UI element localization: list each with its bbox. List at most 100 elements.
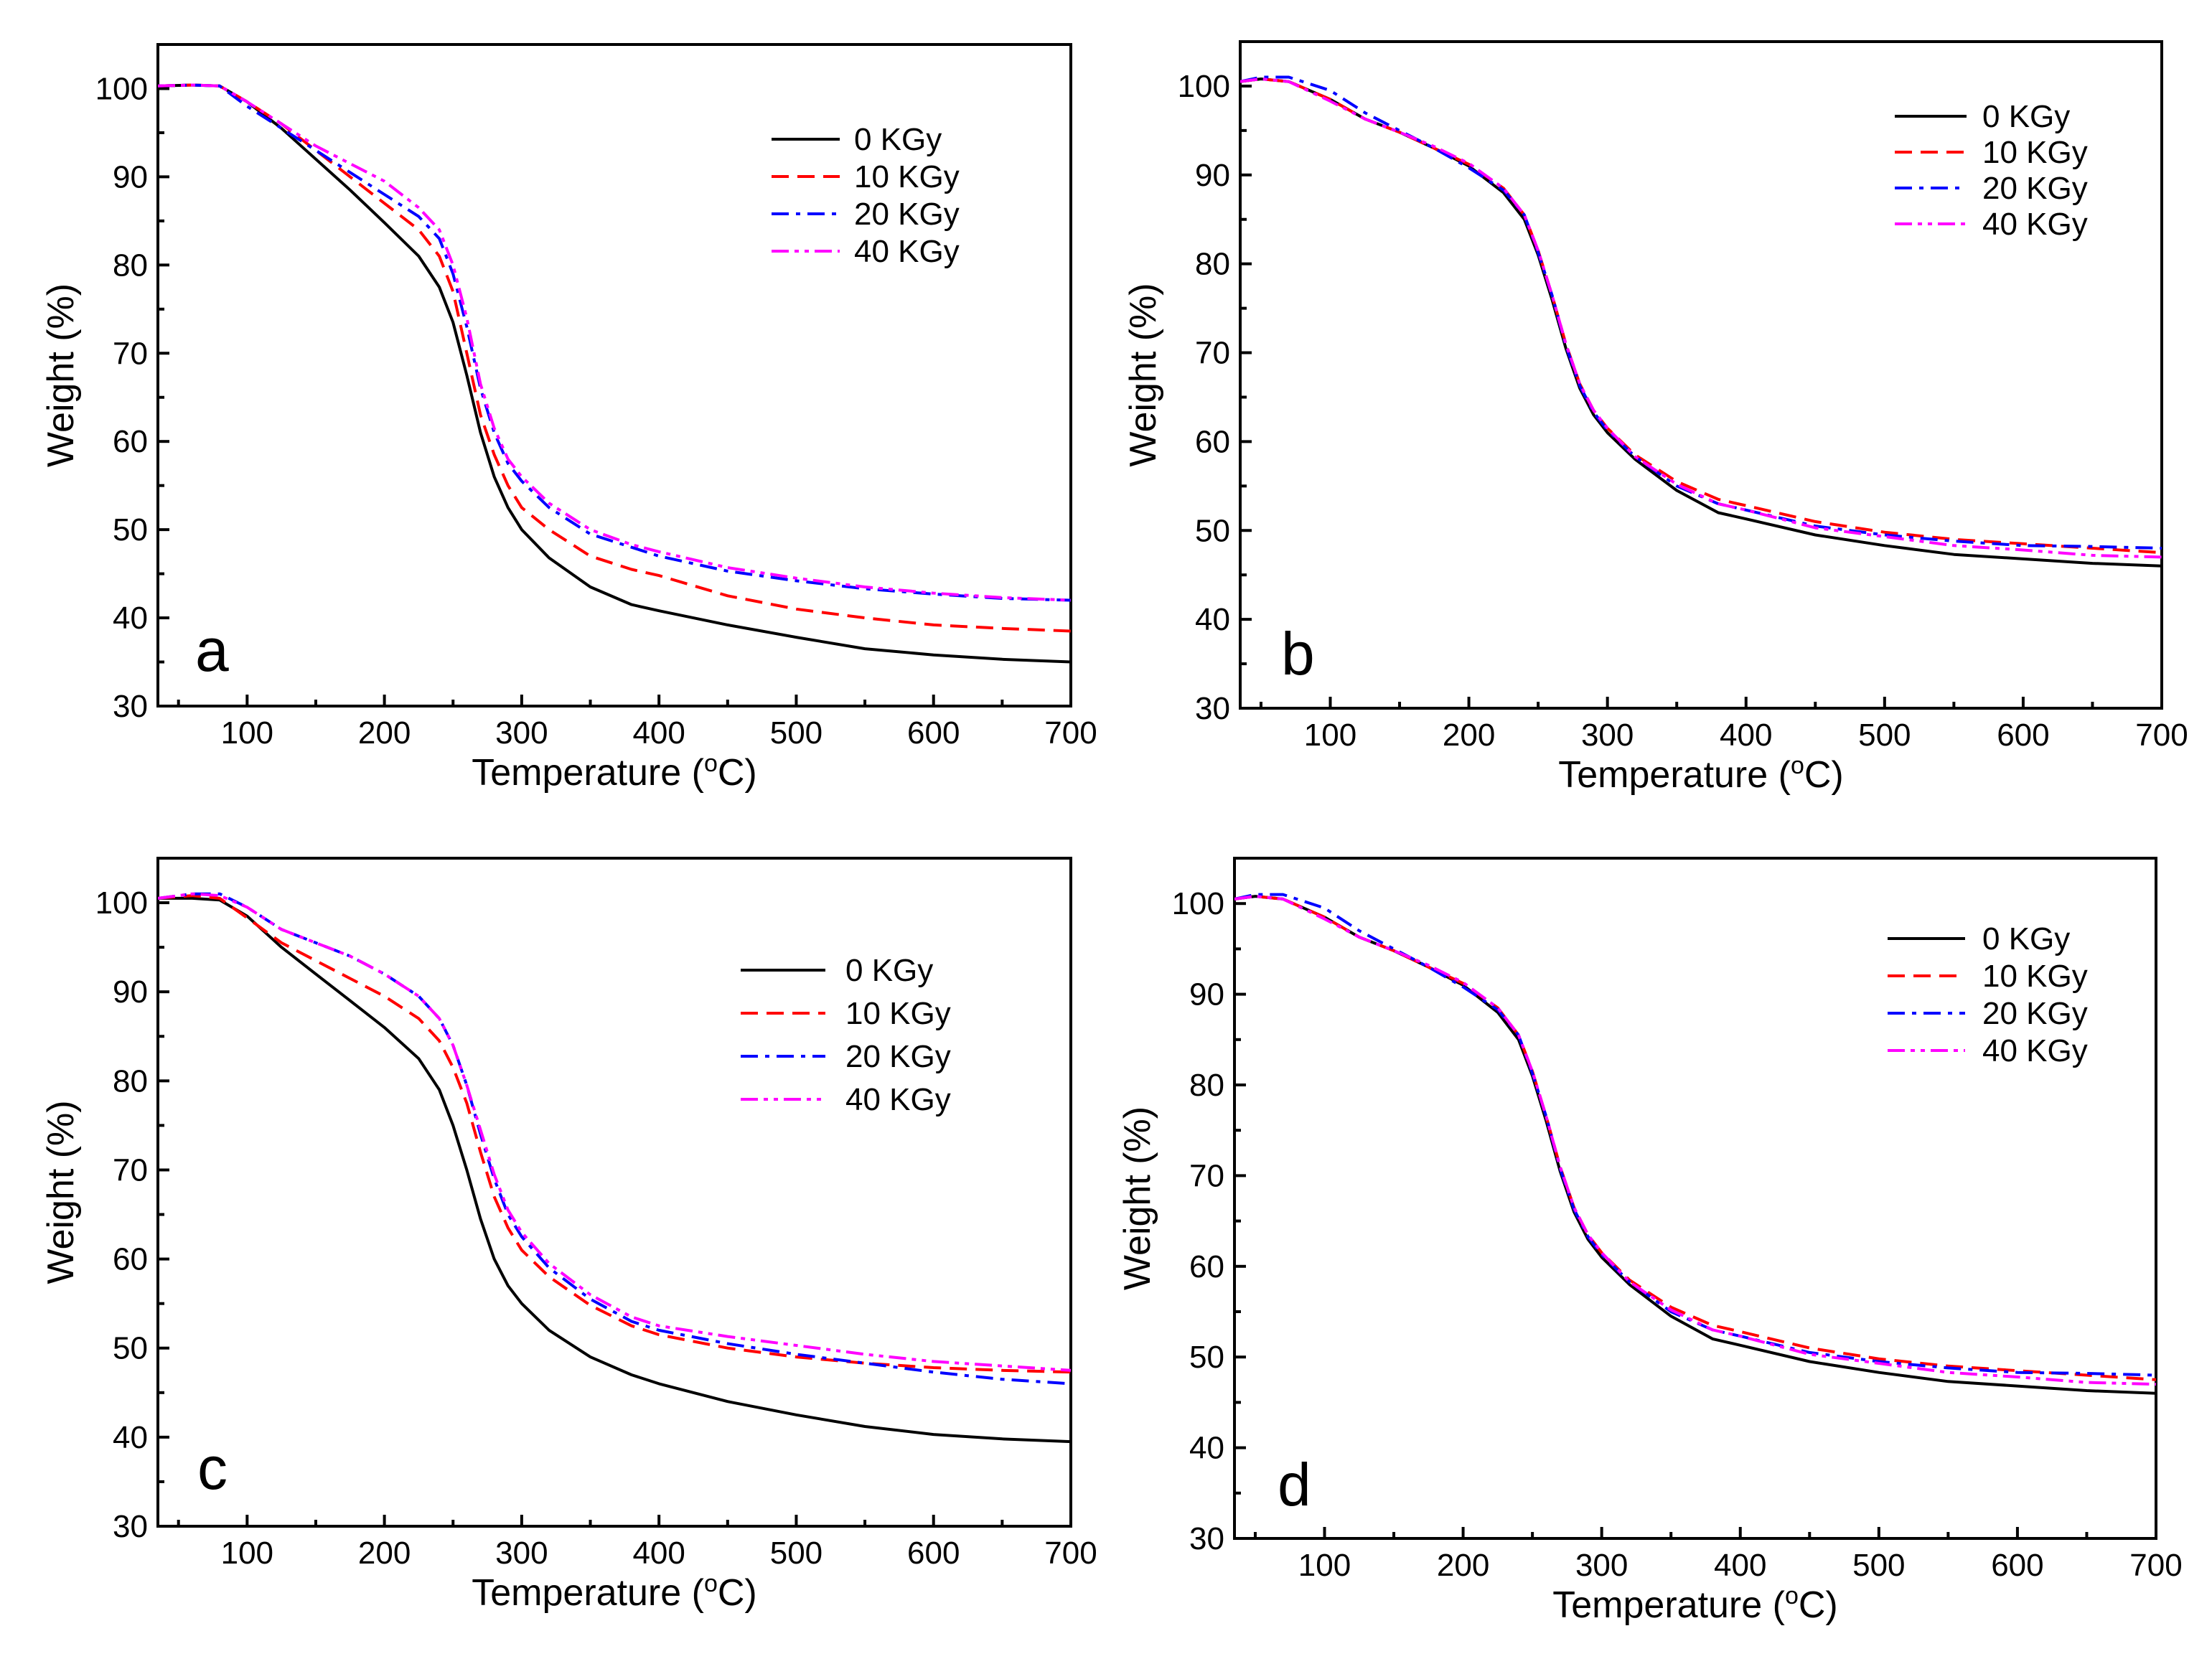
- legend-label: 20 KGy: [845, 1039, 951, 1074]
- x-tick-label: 400: [1714, 1548, 1766, 1583]
- x-tick-label: 100: [1298, 1548, 1351, 1583]
- plot-frame: [156, 43, 1072, 708]
- y-tick-label: 50: [1195, 513, 1230, 548]
- series-line-10-kgy: [158, 894, 1071, 1374]
- plot-frame: [1233, 857, 2157, 1540]
- x-tick-label: 100: [1304, 718, 1356, 753]
- y-tick-label: 30: [113, 1509, 148, 1544]
- y-tick-label: 80: [1189, 1068, 1224, 1103]
- x-axis-title: Temperature (oC): [472, 750, 756, 794]
- x-tick-label: 500: [1852, 1548, 1905, 1583]
- y-axis-title: Weight (%): [40, 1100, 82, 1284]
- y-tick-label: 80: [1195, 247, 1230, 282]
- x-tick-label: 700: [1044, 715, 1097, 751]
- y-tick-label: 40: [1195, 602, 1230, 637]
- x-tick-label: 300: [495, 1536, 548, 1571]
- y-tick-label: 50: [113, 1331, 148, 1366]
- series-line-40-kgy: [158, 892, 1071, 1372]
- legend-label: 20 KGy: [854, 197, 960, 232]
- legend-label: 40 KGy: [845, 1082, 951, 1117]
- y-tick-label: 70: [1195, 336, 1230, 371]
- legend-label: 20 KGy: [1982, 996, 2088, 1031]
- y-axis-title: Weight (%): [40, 283, 82, 467]
- plot-frame: [1239, 40, 2163, 710]
- series-line-40-kgy: [1234, 895, 2156, 1386]
- legend-label: 40 KGy: [1982, 207, 2088, 242]
- x-axis-title: Temperature (oC): [1558, 752, 1843, 796]
- y-tick-label: 100: [1178, 69, 1230, 104]
- legend-label: 10 KGy: [845, 996, 951, 1031]
- x-tick-label: 500: [770, 715, 823, 751]
- y-tick-label: 50: [113, 512, 148, 547]
- x-tick-label: 100: [221, 715, 273, 751]
- legend-label: 0 KGy: [854, 122, 942, 157]
- y-tick-label: 60: [113, 1242, 148, 1277]
- x-tick-label: 300: [1581, 718, 1634, 753]
- legend-label: 10 KGy: [1982, 959, 2088, 994]
- x-tick-label: 700: [2135, 718, 2188, 753]
- x-tick-label: 400: [632, 1536, 685, 1571]
- y-axis-title: Weight (%): [1123, 283, 1164, 466]
- x-tick-label: 200: [1437, 1548, 1489, 1583]
- x-tick-label: 600: [907, 715, 960, 751]
- x-axis-title: Temperature (oC): [472, 1570, 756, 1614]
- y-tick-label: 50: [1189, 1340, 1224, 1375]
- series-line-40-kgy: [1240, 77, 2162, 559]
- y-tick-label: 100: [1172, 886, 1224, 921]
- x-tick-label: 600: [1997, 718, 2049, 753]
- y-tick-label: 90: [1189, 977, 1224, 1012]
- y-tick-label: 40: [113, 601, 148, 636]
- x-tick-label: 500: [770, 1536, 823, 1571]
- legend-label: 40 KGy: [1982, 1033, 2088, 1068]
- y-tick-label: 60: [1195, 424, 1230, 459]
- y-tick-label: 70: [113, 336, 148, 371]
- x-tick-label: 300: [495, 715, 548, 751]
- y-tick-label: 90: [1195, 158, 1230, 193]
- legend-label: 0 KGy: [1982, 921, 2070, 956]
- x-tick-label: 600: [1991, 1548, 2043, 1583]
- panel-b: 100 200 300 400 500 600 700 30 40 50 60 70 80 90 100 Te…: [1123, 40, 2188, 796]
- legend-label: 0 KGy: [845, 953, 933, 988]
- legend-label: 0 KGy: [1982, 99, 2070, 134]
- series-line-0-kgy: [158, 896, 1071, 1444]
- panel-letter: a: [195, 616, 229, 684]
- x-tick-label: 100: [221, 1536, 273, 1571]
- series-line-20-kgy: [158, 83, 1071, 602]
- y-tick-label: 90: [113, 159, 148, 194]
- y-tick-label: 40: [1189, 1431, 1224, 1466]
- plot-frame: [156, 857, 1072, 1528]
- x-axis-title: Temperature (oC): [1552, 1582, 1837, 1626]
- x-tick-label: 200: [358, 1536, 411, 1571]
- x-tick-label: 700: [2129, 1548, 2182, 1583]
- panel-letter: d: [1278, 1451, 1311, 1518]
- x-tick-label: 400: [632, 715, 685, 751]
- legend: 0 KGy 10 KGy 20 KGy 40 KGy: [741, 953, 951, 1117]
- panel-letter: b: [1281, 620, 1315, 687]
- x-tick-label: 300: [1575, 1548, 1628, 1583]
- y-tick-label: 30: [1189, 1521, 1224, 1556]
- y-tick-label: 100: [95, 71, 148, 106]
- series-line-40-kgy: [158, 83, 1071, 602]
- y-tick-label: 60: [1189, 1249, 1224, 1284]
- x-tick-label: 600: [907, 1536, 960, 1571]
- x-tick-label: 500: [1858, 718, 1911, 753]
- x-tick-label: 700: [1044, 1536, 1097, 1571]
- legend-label: 20 KGy: [1982, 171, 2088, 206]
- y-tick-label: 90: [113, 974, 148, 1010]
- x-tick-label: 200: [358, 715, 411, 751]
- y-tick-label: 70: [1189, 1158, 1224, 1193]
- panel-c: 100 200 300 400 500 600 700 30 40 50 60 70 80 90 100 Te…: [40, 857, 1097, 1614]
- series-line-20-kgy: [158, 892, 1071, 1386]
- x-tick-label: 200: [1443, 718, 1495, 753]
- panel-letter: c: [197, 1434, 228, 1502]
- y-tick-label: 80: [113, 1063, 148, 1099]
- y-tick-label: 100: [95, 885, 148, 921]
- y-tick-label: 30: [1195, 691, 1230, 726]
- y-tick-label: 80: [113, 248, 148, 283]
- y-axis-title: Weight (%): [1117, 1106, 1158, 1290]
- legend-label: 10 KGy: [854, 159, 960, 194]
